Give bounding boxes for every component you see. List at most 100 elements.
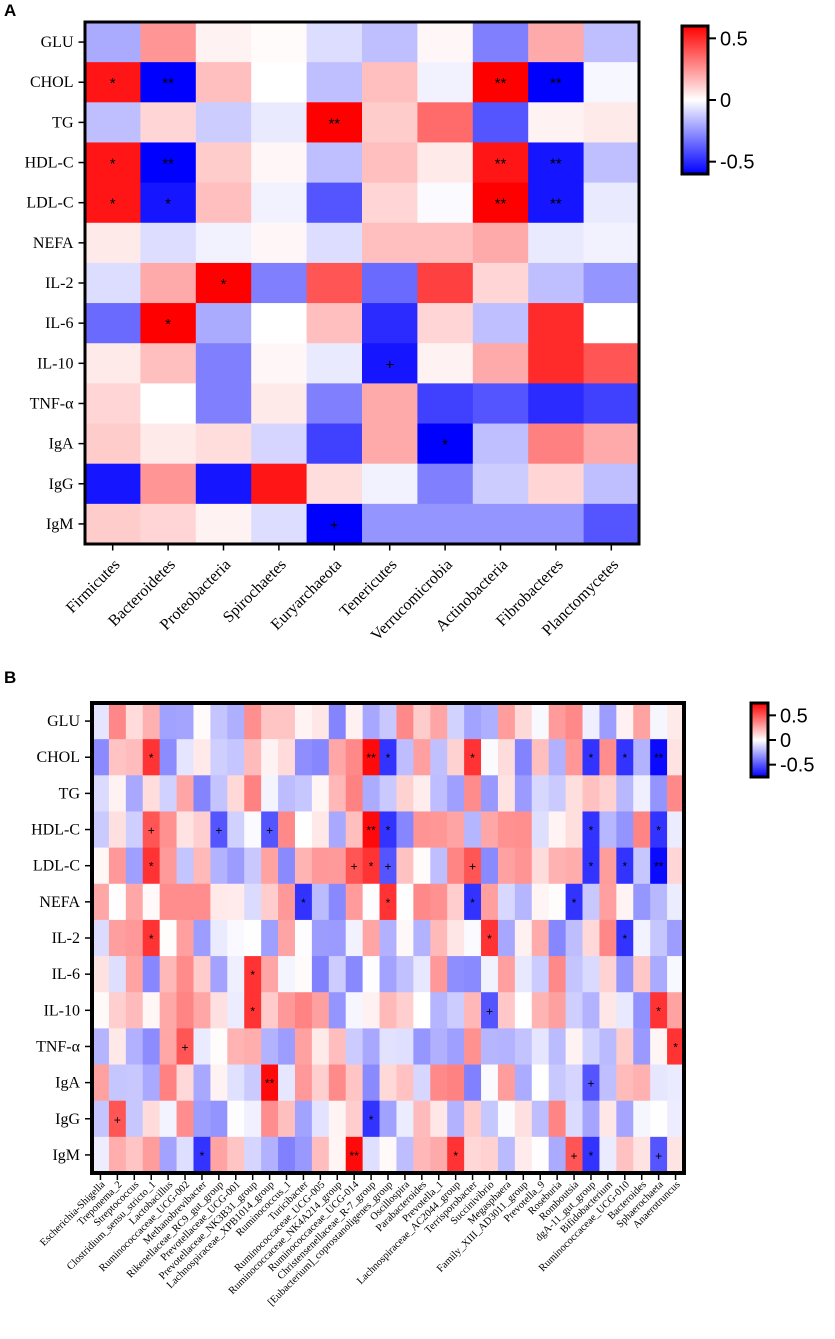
significance-mark: * xyxy=(110,196,116,213)
heatmap-cell xyxy=(227,883,245,921)
heatmap-cell xyxy=(616,703,634,740)
heatmap-cell xyxy=(582,992,601,1029)
heatmap-cell xyxy=(227,703,245,740)
significance-mark: * xyxy=(589,1149,594,1163)
heatmap-cell xyxy=(362,775,381,813)
significance-mark: + xyxy=(330,517,339,534)
heatmap-cell xyxy=(650,739,668,776)
heatmap-cell xyxy=(430,992,448,1029)
heatmap-cell xyxy=(497,847,516,885)
heatmap-cell xyxy=(278,883,296,921)
heatmap-cell xyxy=(92,883,110,921)
row-label: TG xyxy=(52,114,74,131)
heatmap-cell xyxy=(261,992,279,1029)
heatmap-cell xyxy=(244,1064,262,1102)
heatmap-cell xyxy=(328,811,347,849)
heatmap-cell xyxy=(481,847,499,885)
heatmap-cell xyxy=(176,703,195,740)
heatmap-cell xyxy=(599,919,617,957)
heatmap-cell xyxy=(108,956,127,993)
heatmap-cell xyxy=(159,883,178,921)
significance-mark: * xyxy=(250,968,255,982)
significance-mark: * xyxy=(656,824,661,838)
significance-mark: * xyxy=(442,437,448,454)
significance-mark: ** xyxy=(366,751,376,765)
heatmap-cell xyxy=(251,142,308,184)
heatmap-cell xyxy=(362,182,418,224)
heatmap-cell xyxy=(582,1064,601,1102)
significance-mark: ** xyxy=(654,751,664,765)
significance-mark: * xyxy=(149,860,154,874)
heatmap-cell xyxy=(306,383,363,425)
heatmap-cell xyxy=(125,992,144,1029)
heatmap-panel-b: * ** * * * * **+ + + ** * * ** + * + + * * *** * * ** * *** + *+ **… xyxy=(31,701,814,1308)
heatmap-cell xyxy=(548,919,567,957)
heatmap-cell xyxy=(328,847,347,885)
heatmap-cell xyxy=(599,1136,617,1174)
heatmap-cell xyxy=(108,1064,127,1102)
heatmap-cell xyxy=(140,423,197,465)
heatmap-cell xyxy=(548,739,567,776)
heatmap-cell xyxy=(311,1136,330,1174)
row-label: CHOL xyxy=(36,749,80,766)
heatmap-cell xyxy=(667,739,685,776)
heatmap-cell xyxy=(396,992,414,1029)
heatmap-cell xyxy=(140,303,197,344)
heatmap-cell xyxy=(108,739,127,776)
significance-mark: * xyxy=(386,751,391,765)
heatmap-cell xyxy=(251,222,308,264)
heatmap-cell xyxy=(142,739,161,776)
heatmap-cell xyxy=(210,1064,228,1102)
heatmap-cell xyxy=(251,463,308,505)
heatmap-cell xyxy=(379,956,398,993)
heatmap-cell xyxy=(85,102,141,144)
heatmap-cell xyxy=(311,739,330,776)
heatmap-cell xyxy=(565,883,584,921)
heatmap-cell xyxy=(193,775,211,813)
heatmap-cell xyxy=(85,22,141,63)
heatmap-cell xyxy=(311,992,330,1029)
heatmap-cell xyxy=(227,1100,245,1138)
row-label: HDL-C xyxy=(25,155,74,172)
row-label: IgA xyxy=(55,1075,80,1092)
heatmap-cell xyxy=(227,992,245,1029)
heatmap-cell xyxy=(497,703,516,740)
heatmap-cell xyxy=(514,1136,533,1174)
heatmap-cell xyxy=(565,775,584,813)
heatmap-cell xyxy=(362,423,418,465)
row-label: IL-6 xyxy=(52,966,80,983)
heatmap-cell xyxy=(396,1064,414,1102)
significance-mark: * xyxy=(589,824,594,838)
heatmap-cell xyxy=(616,811,634,849)
significance-mark: + xyxy=(587,1077,594,1091)
significance-mark: * xyxy=(622,751,627,765)
heatmap-cell xyxy=(176,847,195,885)
heatmap-cell xyxy=(294,992,313,1029)
heatmap-cell xyxy=(417,22,474,63)
significance-mark: ** xyxy=(162,156,174,173)
significance-mark: ** xyxy=(162,75,174,92)
significance-mark: * xyxy=(369,1113,374,1127)
heatmap-cell xyxy=(633,739,651,776)
heatmap-cell xyxy=(210,1136,228,1174)
heatmap-cell xyxy=(244,1100,262,1138)
heatmap-cell xyxy=(261,1136,279,1174)
heatmap-cell xyxy=(599,847,617,885)
heatmap-cell xyxy=(447,847,465,885)
heatmap-cell xyxy=(362,1136,381,1174)
heatmap-cell xyxy=(244,992,262,1029)
heatmap-cell xyxy=(176,775,195,813)
heatmap-cell xyxy=(667,703,685,740)
heatmap-cell xyxy=(430,956,448,993)
heatmap-cell xyxy=(497,1028,516,1066)
heatmap-cell xyxy=(633,811,651,849)
heatmap-cell xyxy=(125,703,144,740)
heatmap-cell xyxy=(193,919,211,957)
heatmap-cell xyxy=(650,847,668,885)
significance-mark: * xyxy=(589,751,594,765)
heatmap-cell xyxy=(417,343,474,384)
heatmap-cell xyxy=(633,956,651,993)
heatmap-cell xyxy=(362,992,381,1029)
heatmap-cell xyxy=(140,222,197,264)
heatmap-cell xyxy=(306,463,363,505)
